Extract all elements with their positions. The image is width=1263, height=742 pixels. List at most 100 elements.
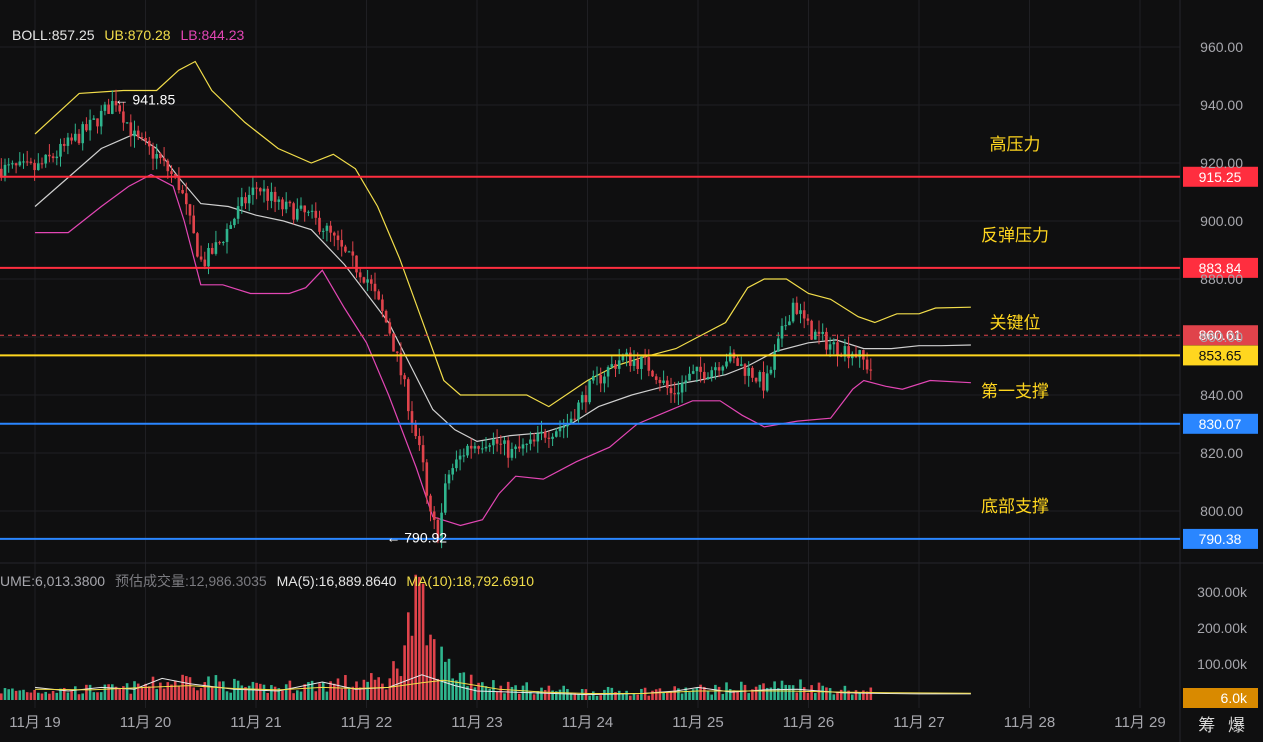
candle-body [133,130,136,137]
volume-bar [240,685,244,700]
candle-body [373,283,377,292]
volume-bar [347,687,351,700]
volume-bar [85,684,88,700]
candle-body [728,352,732,362]
volume-bar [114,686,118,700]
candle-body [177,175,181,190]
volume-bar [336,678,340,700]
volume-bar [484,686,488,700]
volume-bar [536,691,540,700]
candle-body [540,431,543,434]
candle-body [858,350,861,358]
candle-body [647,357,651,371]
candle-body [303,205,306,213]
candle-body [11,163,14,165]
volume-bar [732,690,736,700]
candle-body [321,230,325,232]
volume-bar [751,689,754,700]
volume-bar [529,691,532,700]
candle-body [70,137,73,141]
volume-bar [832,694,836,700]
volume-bar [836,692,839,700]
volume-tick-label: 300.00k [1197,584,1248,600]
volume-bar [210,687,214,700]
volume-bar [647,695,651,700]
volume-bar [677,688,680,700]
price-tick-label: 960.00 [1200,39,1243,55]
candle-body [384,310,388,323]
volume-bar [691,689,695,700]
candle-body [791,302,795,322]
volume-bar [469,674,473,700]
volume-bar [806,692,810,700]
candle-body [284,201,288,210]
candle-body [828,344,832,350]
level-label: 高压力 [990,135,1041,154]
volume-bar [373,679,377,700]
date-tick-label: 11月 22 [341,714,392,731]
volume-bar [62,687,66,700]
volume-bar [825,687,828,700]
candle-body [684,380,688,383]
candle-body [88,119,92,131]
candle-body [477,446,480,449]
volume-bar [421,583,425,700]
candle-body [270,191,273,201]
volume-bar [558,689,562,700]
candle-body [336,235,340,241]
volume-ma5-line [34,674,971,696]
candle-body [129,122,133,137]
candle-body [743,364,747,376]
volume-bar [462,672,466,700]
candle-body [806,318,810,321]
candle-body [37,163,40,171]
price-tick-label: 940.00 [1200,97,1243,113]
candle-body [111,101,114,114]
candle-body [377,291,380,300]
candle-body [817,331,821,334]
candle-body [203,259,207,267]
volume-bar [680,693,684,700]
candle-body [673,393,676,395]
volume-bar [133,681,136,700]
volume-legend-estimate: 预估成交量:12,986.3035 [114,573,267,589]
candle-body [629,352,632,366]
candle-body [654,376,658,380]
volume-bar [262,684,266,700]
volume-bar [370,673,373,700]
level-label: 第一支撑 [981,382,1049,401]
candle-body [148,140,151,147]
candle-body [525,443,528,445]
volume-bar [754,686,758,700]
candle-body [155,153,158,159]
candle-body [832,342,836,345]
volume-bar [436,678,440,700]
candle-body [122,111,125,123]
volume-bar [292,693,295,700]
candle-body [362,277,366,283]
candle-body [784,325,787,327]
level-label: 底部支撑 [981,497,1049,516]
candle-body [414,423,417,437]
volume-bar [0,693,3,700]
level-badge-text: 915.25 [1199,169,1242,185]
candle-body [188,204,192,216]
candle-body [48,154,51,157]
date-tick-label: 11月 19 [9,714,60,731]
volume-bar [769,687,773,700]
volume-bar [44,691,47,700]
candle-body [159,153,162,159]
candle-body [444,483,447,513]
level-label: 关键位 [990,313,1041,332]
candle-body [96,118,99,127]
candle-body [536,433,540,442]
candle-body [103,104,107,111]
volume-bar [717,686,721,700]
volume-bar [488,688,491,700]
candle-body [185,193,188,205]
volume-bar [136,683,140,700]
volume-bar [747,693,750,700]
